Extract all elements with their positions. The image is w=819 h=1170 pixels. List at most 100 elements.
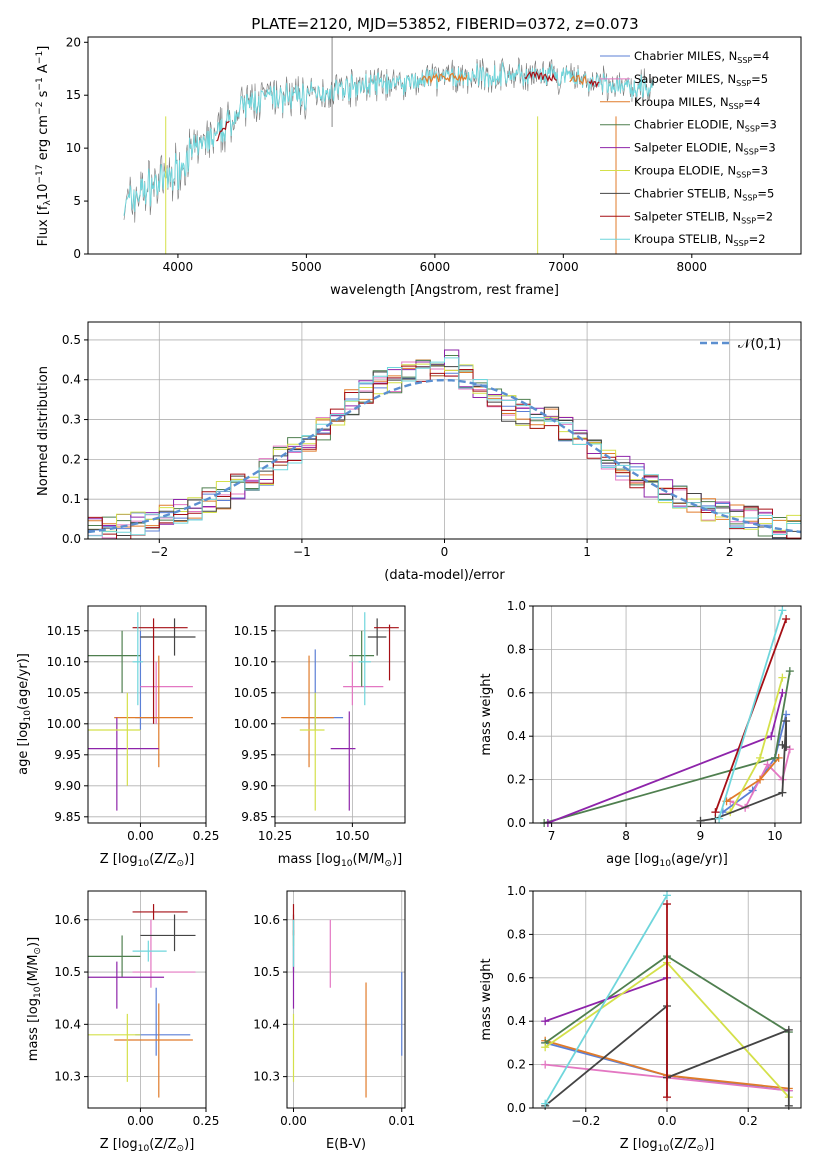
y-tick-label: 0.2	[507, 773, 526, 787]
normal-curve	[88, 378, 801, 534]
mass-vs-Z-xlabel: Z [log10(Z/Z⊙)]	[100, 1137, 195, 1154]
y-tick-label: 0.2	[62, 452, 81, 466]
age-vs-mass-axes-frame	[274, 605, 406, 824]
y-tick-label: 9.90	[54, 779, 81, 793]
legend-label: Salpeter STELIB, NSSP=2	[634, 209, 773, 225]
y-tick-label: 0.8	[507, 927, 526, 941]
histogram-xlabel: (data-model)/error	[384, 568, 505, 583]
y-tick-label: 10.4	[253, 1017, 280, 1031]
y-tick-label: 0.0	[62, 532, 81, 546]
histogram-ylabel: Normed distribution	[36, 366, 51, 496]
y-tick-label: 0.0	[507, 816, 526, 830]
x-tick-label: 5000	[291, 260, 322, 274]
histogram-axes-frame	[87, 321, 802, 540]
legend-label: Chabrier STELIB, NSSP=5	[634, 186, 774, 202]
legend-label: Salpeter ELODIE, NSSP=3	[634, 141, 776, 157]
spectrum-model-segment	[216, 120, 230, 142]
y-tick-label: 10.05	[47, 686, 81, 700]
spectrum-model-segment	[569, 74, 588, 86]
y-tick-label: 10.3	[253, 1070, 280, 1084]
x-tick-label: −2	[150, 545, 168, 559]
histogram-step	[88, 365, 801, 539]
x-tick-label: 4000	[163, 260, 194, 274]
spectrum-axes-frame	[87, 36, 802, 255]
mass-vs-ebv-axes-frame	[286, 890, 406, 1109]
mass-weight-vs-Z-ylabel: mass weight	[479, 958, 494, 1040]
age-vs-Z-xlabel: Z [log10(Z/Z⊙)]	[100, 852, 195, 869]
y-tick-label: 9.85	[54, 810, 81, 824]
x-tick-label: 9	[697, 829, 705, 843]
y-tick-label: 10.10	[47, 655, 81, 669]
x-tick-label: 10.50	[335, 829, 369, 843]
spectrum-model-segment	[421, 72, 468, 85]
mass-vs-ebv-xlabel: E(B-V)	[326, 1137, 366, 1152]
y-tick-label: 10.00	[234, 717, 268, 731]
x-tick-label: 8000	[677, 260, 708, 274]
y-tick-label: 10.5	[54, 965, 81, 979]
x-tick-label: 0.01	[388, 1114, 415, 1128]
x-tick-label: 0.00	[127, 1114, 154, 1128]
y-tick-label: 10.6	[54, 913, 81, 927]
y-tick-label: 0	[73, 247, 81, 261]
histogram-step	[88, 365, 801, 539]
legend-label: Chabrier MILES, NSSP=4	[634, 49, 769, 65]
x-tick-label: 0.2	[739, 1114, 758, 1128]
x-tick-label: 7000	[548, 260, 579, 274]
y-tick-label: 1.0	[507, 884, 526, 898]
mass-weight-vs-Z-xlabel: Z [log10(Z/Z⊙)]	[620, 1137, 715, 1154]
y-tick-label: 0.1	[62, 492, 81, 506]
y-tick-label: 0.5	[62, 333, 81, 347]
y-tick-label: 20	[66, 35, 81, 49]
mass-weight-vs-age-axes-frame	[532, 605, 802, 824]
x-tick-label: 10	[767, 829, 782, 843]
x-tick-label: 0	[441, 545, 449, 559]
y-tick-label: 10.15	[234, 624, 268, 638]
y-tick-label: 9.90	[241, 779, 268, 793]
spectrum-ylabel: Flux [fλ10−17 erg cm−2 s−1 A−1]	[35, 46, 53, 247]
x-tick-label: 0.25	[193, 1114, 220, 1128]
series-line	[543, 670, 791, 823]
y-tick-label: 10.15	[47, 624, 81, 638]
spectrum-model-segment	[588, 78, 600, 89]
series-line	[544, 894, 668, 1105]
y-tick-label: 0.4	[507, 1014, 526, 1028]
x-tick-label: 0.0	[657, 1114, 676, 1128]
y-tick-label: 9.95	[241, 748, 268, 762]
legend-label: Kroupa STELIB, NSSP=2	[634, 232, 766, 248]
mass-vs-Z-ylabel: mass [log10(M/M⊙)]	[26, 937, 43, 1061]
series-line	[718, 610, 784, 819]
x-tick-label: 10.25	[258, 829, 292, 843]
y-tick-label: 9.95	[54, 748, 81, 762]
spectrum-xlabel: wavelength [Angstrom, rest frame]	[330, 283, 559, 298]
spectrum-model-line	[123, 62, 654, 216]
y-tick-label: 1.0	[507, 599, 526, 613]
x-tick-label: 1	[583, 545, 591, 559]
x-tick-label: −0.2	[571, 1114, 600, 1128]
y-tick-label: 5	[73, 194, 81, 208]
y-tick-label: 0.8	[507, 642, 526, 656]
y-tick-label: 10.10	[234, 655, 268, 669]
y-tick-label: 15	[66, 88, 81, 102]
spectrum-model-segment	[524, 70, 558, 83]
x-tick-label: 7	[548, 829, 556, 843]
y-tick-label: 10.3	[54, 1070, 81, 1084]
mass-weight-vs-age-ylabel: mass weight	[479, 673, 494, 755]
y-tick-label: 10	[66, 141, 81, 155]
mass-weight-vs-age-xlabel: age [log10(age/yr)]	[606, 852, 728, 869]
x-tick-label: −1	[293, 545, 311, 559]
y-tick-label: 10.05	[234, 686, 268, 700]
legend-label: 𝒩(0,1)	[738, 337, 781, 352]
legend-label: Chabrier ELODIE, NSSP=3	[634, 118, 777, 134]
y-tick-label: 0.4	[62, 373, 81, 387]
x-tick-label: 0.25	[193, 829, 220, 843]
age-vs-mass-xlabel: mass [log10(M/M⊙)]	[278, 852, 402, 869]
legend-label: Kroupa ELODIE, NSSP=3	[634, 164, 768, 180]
y-tick-label: 10.6	[253, 913, 280, 927]
y-tick-label: 0.3	[62, 413, 81, 427]
mass-vs-Z-axes-frame	[87, 890, 207, 1109]
figure-title: PLATE=2120, MJD=53852, FIBERID=0372, z=0…	[251, 15, 638, 33]
x-tick-label: 0.00	[280, 1114, 307, 1128]
y-tick-label: 0.2	[507, 1058, 526, 1072]
y-tick-label: 10.00	[47, 717, 81, 731]
